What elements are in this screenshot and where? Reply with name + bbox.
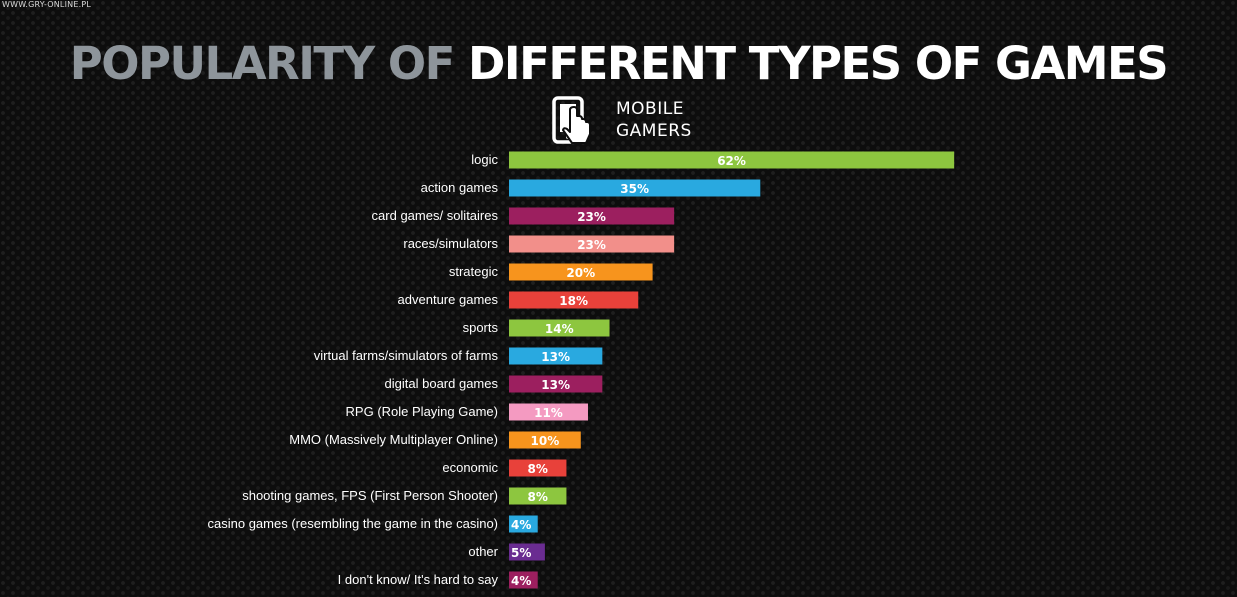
category-label: economic [442, 460, 498, 475]
bar [509, 543, 545, 561]
bar-value-label: 13% [541, 350, 570, 364]
bar-value-label: 20% [566, 266, 595, 280]
category-label: races/simulators [403, 236, 498, 251]
bar-value-label: 62% [717, 154, 746, 168]
category-label: card games/ solitaires [372, 208, 499, 223]
category-label: sports [463, 320, 499, 335]
legend-line2: GAMERS [616, 121, 692, 141]
bar-value-label: 14% [545, 322, 574, 336]
bar-value-label: 8% [528, 490, 548, 504]
bar [509, 487, 567, 505]
category-label: digital board games [385, 376, 499, 391]
bar-value-label: 5% [511, 546, 531, 560]
category-label: casino games (resembling the game in the… [208, 516, 498, 531]
bar [509, 347, 603, 365]
bar [509, 515, 538, 533]
category-label: action games [421, 180, 499, 195]
category-label: adventure games [398, 292, 499, 307]
chart-title-part1: POPULARITY OF [69, 37, 469, 90]
bar-value-label: 4% [511, 574, 531, 588]
category-label: other [468, 544, 498, 559]
chart-title-part2: DIFFERENT TYPES OF GAMES [468, 37, 1169, 90]
category-label: shooting games, FPS (First Person Shoote… [242, 488, 498, 503]
legend-label: MOBILE GAMERS [616, 98, 692, 142]
category-label: strategic [449, 264, 499, 279]
watermark: WWW.GRY-ONLINE.PL [2, 0, 92, 9]
bar [509, 459, 567, 477]
bar [509, 235, 675, 253]
category-label: virtual farms/simulators of farms [314, 348, 499, 363]
legend-line1: MOBILE [616, 99, 684, 119]
bar [509, 263, 653, 281]
category-label: I don't know/ It's hard to say [338, 572, 499, 587]
bar-value-label: 10% [531, 434, 560, 448]
bar-value-label: 11% [534, 406, 563, 420]
bar-value-label: 23% [577, 210, 606, 224]
bar-value-label: 18% [559, 294, 588, 308]
bar [509, 431, 581, 449]
bar [509, 319, 610, 337]
bar [509, 403, 588, 421]
bar-value-label: 8% [528, 462, 548, 476]
category-label: logic [471, 152, 498, 167]
bar-value-label: 23% [577, 238, 606, 252]
bar-value-label: 35% [620, 182, 649, 196]
chart-title: POPULARITY OF DIFFERENT TYPES OF GAMES [0, 38, 1237, 90]
bar-value-label: 4% [511, 518, 531, 532]
category-label: RPG (Role Playing Game) [346, 404, 498, 419]
category-label: MMO (Massively Multiplayer Online) [289, 432, 498, 447]
phone-touch-icon [552, 96, 591, 144]
bar [509, 571, 538, 589]
bar [509, 207, 675, 225]
bar [509, 179, 761, 197]
bar-value-label: 13% [541, 378, 570, 392]
bar [509, 291, 639, 309]
bar [509, 151, 955, 169]
bar [509, 375, 603, 393]
